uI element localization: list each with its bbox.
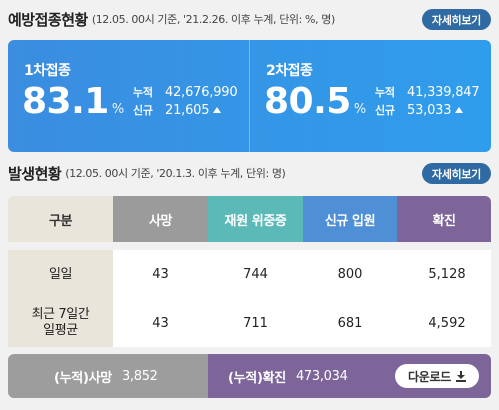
table-header: 구분 사망 재원 위중증 신규 입원 확진 — [8, 196, 491, 242]
daily-deaths: 43 — [152, 267, 169, 282]
header-confirmed: 확진 — [397, 196, 491, 242]
cumulative-deaths-value: 3,852 — [121, 368, 158, 384]
cumulative-confirmed: (누적)확진 473,034 다운로드 — [208, 354, 491, 398]
daily-new-admissions: 800 — [337, 267, 363, 282]
header-new-admissions: 신규 입원 — [303, 196, 397, 242]
first-dose-new: 신규 21,605 — [133, 102, 222, 118]
cumulative-confirmed-value: 473,034 — [295, 368, 348, 384]
header-category: 구분 — [8, 196, 113, 242]
vaccination-header: 예방접종현황 (12.05. 00시 기준, '21.2.26. 이후 누계, … — [8, 6, 491, 32]
row-label-column: 일일 최근 7일간 일평균 — [8, 250, 113, 347]
first-dose-rate-unit: % — [111, 102, 124, 117]
table-row: 43 711 681 4,592 — [113, 299, 491, 347]
occurrence-more-button[interactable]: 자세히보기 — [421, 163, 491, 184]
first-dose-panel: 1차접종 83.1% 누적 42,676,990 신규 21,605 — [8, 40, 249, 152]
cumulative-confirmed-label: (누적)확진 — [228, 370, 286, 386]
second-dose-cumulative-value: 41,339,847 — [407, 84, 480, 100]
occurrence-table: 구분 사망 재원 위중증 신규 입원 확진 일일 최근 7일간 일평균 43 7… — [8, 196, 491, 347]
first-dose-label: 1차접종 — [24, 63, 71, 79]
header-deaths: 사망 — [113, 196, 208, 242]
first-dose-new-value: 21,605 — [165, 102, 210, 118]
cumulative-summary: (누적)사망 3,852 (누적)확진 473,034 다운로드 — [8, 354, 491, 398]
vaccination-card: 1차접종 83.1% 누적 42,676,990 신규 21,605 2차접종 … — [8, 40, 491, 152]
download-button[interactable]: 다운로드 — [395, 364, 479, 388]
row-label-weekly-average: 최근 7일간 일평균 — [31, 307, 90, 338]
weekly-avg-confirmed: 4,592 — [428, 315, 466, 331]
second-dose-cumulative: 누적 41,339,847 — [375, 84, 480, 100]
second-dose-rate: 80.5% — [264, 81, 366, 122]
vaccination-note: (12.05. 00시 기준, '21.2.26. 이후 누계, 단위: %, … — [91, 13, 336, 26]
daily-critical: 744 — [243, 267, 268, 282]
daily-confirmed: 5,128 — [428, 267, 466, 282]
first-dose-cumulative-value: 42,676,990 — [165, 84, 238, 100]
up-arrow-icon — [455, 107, 464, 113]
second-dose-new-value: 53,033 — [407, 102, 452, 118]
weekly-avg-critical: 711 — [243, 315, 268, 331]
row-label-daily: 일일 — [48, 266, 73, 282]
data-columns: 43 744 800 5,128 43 711 681 4,592 — [113, 250, 491, 347]
download-label: 다운로드 — [408, 369, 451, 384]
second-dose-label: 2차접종 — [266, 63, 313, 79]
occurrence-note: (12.05. 00시 기준, '20.1.3. 이후 누계, 단위: 명) — [65, 167, 286, 180]
cumulative-deaths-label: (누적)사망 — [54, 370, 112, 386]
first-dose-rate: 83.1% — [22, 81, 124, 122]
occurrence-title: 발생현황 — [8, 164, 62, 183]
download-icon — [455, 370, 466, 382]
up-arrow-icon — [213, 107, 222, 113]
second-dose-new: 신규 53,033 — [375, 102, 464, 118]
table-body: 일일 최근 7일간 일평균 43 744 800 5,128 43 711 68… — [8, 250, 491, 347]
cumulative-deaths: (누적)사망 3,852 — [8, 354, 208, 398]
second-dose-panel: 2차접종 80.5% 누적 41,339,847 신규 53,033 — [249, 40, 490, 152]
table-row: 43 744 800 5,128 — [113, 250, 491, 299]
header-critical: 재원 위중증 — [208, 196, 303, 242]
weekly-avg-new-admissions: 681 — [337, 315, 363, 331]
vaccination-more-button[interactable]: 자세히보기 — [421, 9, 491, 30]
vaccination-title: 예방접종현황 — [8, 10, 88, 29]
second-dose-rate-unit: % — [353, 102, 366, 117]
first-dose-cumulative: 누적 42,676,990 — [133, 84, 238, 100]
weekly-avg-deaths: 43 — [152, 315, 169, 331]
occurrence-header: 발생현황 (12.05. 00시 기준, '20.1.3. 이후 누계, 단위:… — [8, 160, 491, 186]
